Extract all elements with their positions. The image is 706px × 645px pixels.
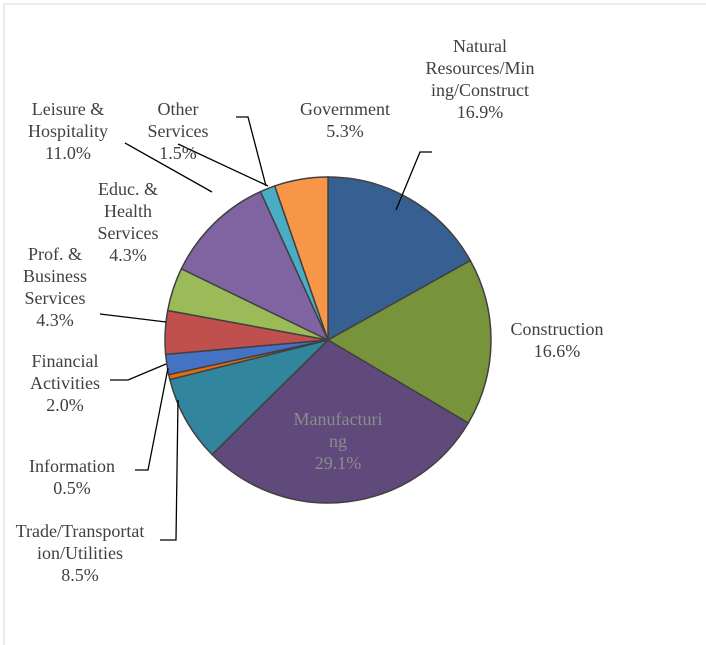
value-label: 4.3% [36, 310, 74, 330]
leader-line [135, 367, 169, 471]
value-label: 11.0% [45, 143, 91, 163]
value-label: 1.5% [159, 143, 197, 163]
value-label: 16.9% [456, 102, 504, 122]
leader-line [395, 151, 432, 211]
pie-slice [210, 339, 470, 504]
data-label: Financial Activities 2.0% [5, 350, 125, 416]
pie-slice [168, 338, 331, 456]
pie-slice [327, 176, 472, 342]
value-label: 29.1% [314, 453, 362, 473]
data-label: Government 5.3% [280, 98, 410, 142]
value-label: 16.6% [533, 341, 581, 361]
category-label: Manufacturing [293, 409, 383, 451]
category-label: Information [29, 456, 115, 476]
category-label: Natural Resources/Mining/Construct [425, 36, 535, 100]
leader-line [177, 143, 269, 187]
category-label: Leisure & Hospitality [28, 99, 108, 141]
leader-line [236, 116, 267, 187]
category-label: Financial Activities [30, 351, 100, 393]
value-label: 5.3% [326, 121, 364, 141]
data-label: Information 0.5% [7, 455, 137, 499]
value-label: 8.5% [61, 565, 99, 585]
leader-line [160, 399, 179, 541]
category-label: Trade/Transportation/Utilities [15, 521, 145, 563]
data-label: Natural Resources/Mining/Construct 16.9% [425, 35, 535, 123]
category-label: Other Services [147, 99, 209, 141]
data-label: Prof. & Business Services 4.3% [10, 243, 100, 331]
data-label: Other Services 1.5% [138, 98, 218, 164]
data-label: Construction 16.6% [487, 318, 627, 362]
pie-slice [273, 176, 329, 341]
category-label: Prof. & Business Services [22, 244, 87, 308]
pie-slice [180, 190, 330, 342]
data-label: Manufacturing 29.1% [290, 408, 386, 474]
leader-line [110, 363, 167, 381]
chart-border [3, 3, 706, 645]
pie-slice [326, 259, 492, 425]
category-label: Educ. & Health Services [97, 179, 159, 243]
category-label: Construction [510, 319, 604, 339]
data-label: Trade/Transportation/Utilities 8.5% [15, 520, 145, 586]
category-label: Government [300, 99, 390, 119]
value-label: 2.0% [46, 395, 84, 415]
leader-line [99, 313, 167, 323]
leader-line [124, 142, 213, 193]
data-label: Educ. & Health Services 4.3% [88, 178, 168, 266]
data-label: Leisure & Hospitality 11.0% [8, 98, 128, 164]
value-label: 0.5% [53, 478, 91, 498]
value-label: 4.3% [109, 245, 147, 265]
